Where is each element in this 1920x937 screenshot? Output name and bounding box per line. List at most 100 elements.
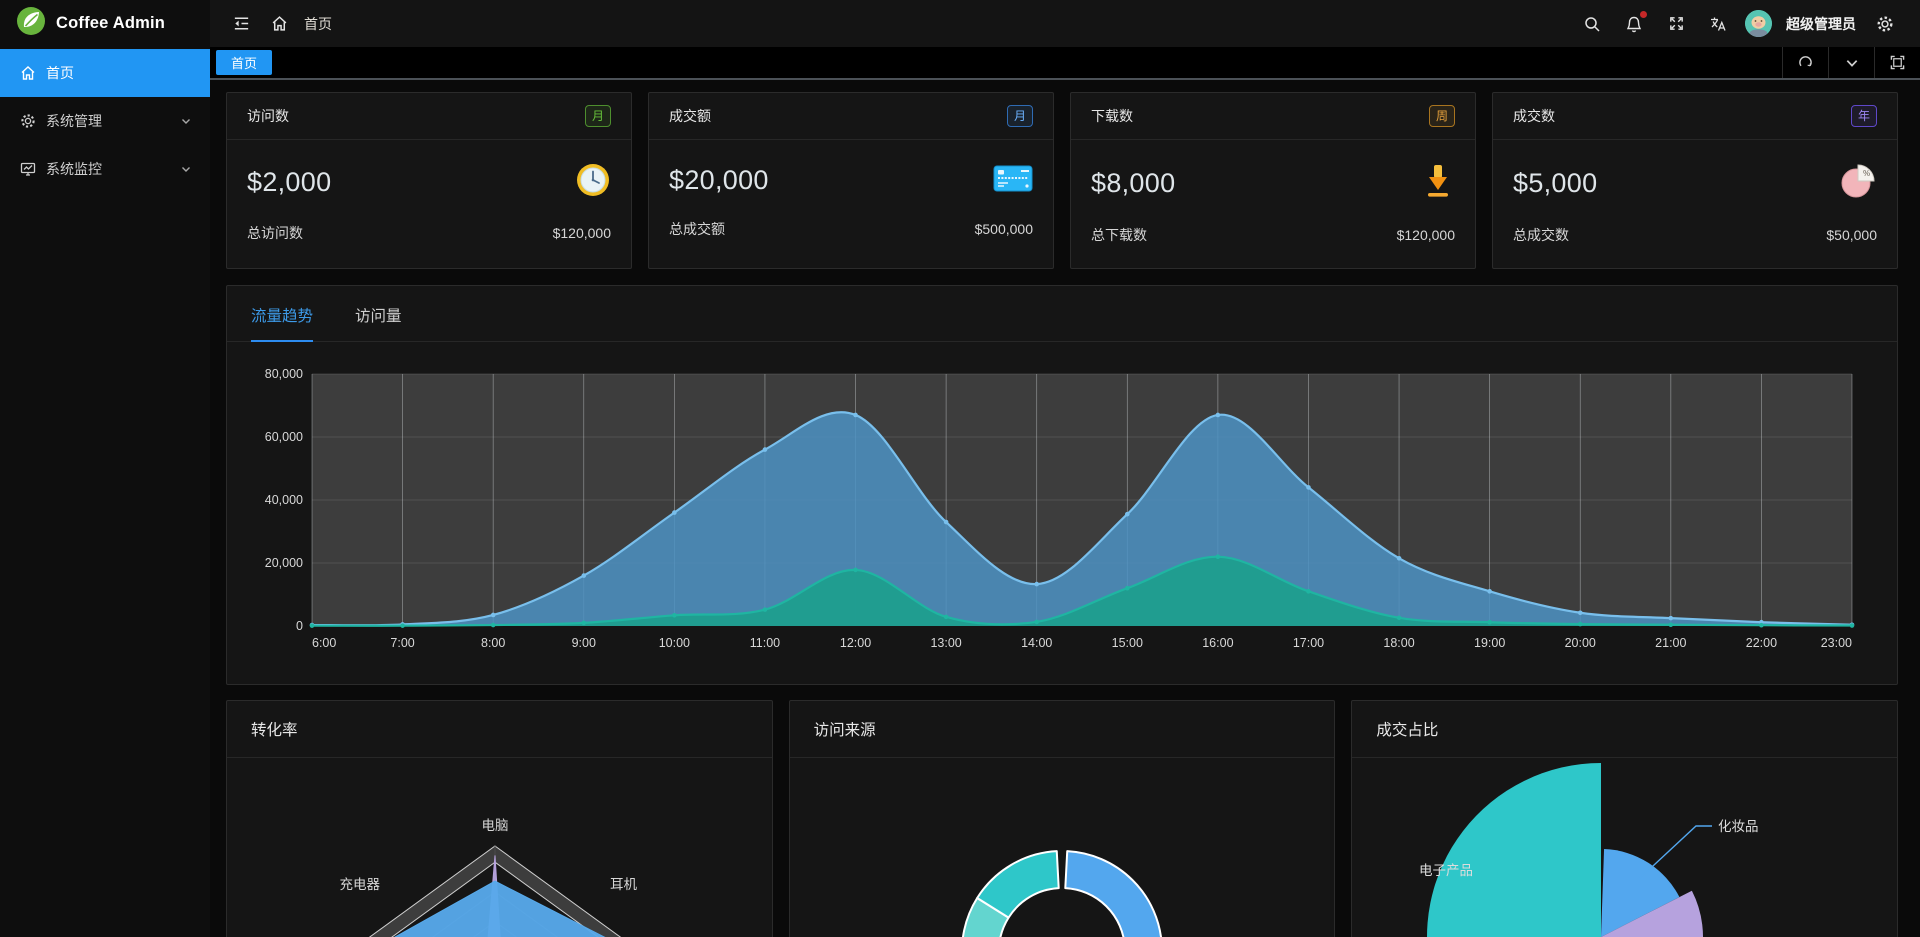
svg-text:电子产品: 电子产品	[1419, 863, 1473, 878]
svg-text:6:00: 6:00	[312, 636, 336, 650]
stat-footer-value: $120,000	[552, 225, 611, 241]
monitor-icon	[20, 162, 36, 176]
dashboard-content: 访问数 月 $2,000	[210, 80, 1920, 937]
chevron-down-icon	[182, 119, 190, 124]
visit-source-donut-chart	[790, 758, 1335, 937]
svg-text:15:00: 15:00	[1112, 636, 1143, 650]
conversion-radar-chart: 电脑耳机 充电器	[227, 758, 772, 937]
stat-card-downloads: 下载数 周 $8,000	[1070, 92, 1476, 269]
trend-tabs: 流量趋势 访问量	[227, 286, 1897, 342]
svg-text:20:00: 20:00	[1565, 636, 1596, 650]
main-column: 首页	[210, 0, 1920, 937]
svg-text:17:00: 17:00	[1293, 636, 1324, 650]
period-badge: 月	[584, 105, 611, 127]
sidebar-item-home[interactable]: 首页	[0, 49, 210, 97]
svg-text:18:00: 18:00	[1383, 636, 1414, 650]
tab-traffic-trend[interactable]: 流量趋势	[251, 304, 314, 342]
breadcrumb-home-icon[interactable]	[264, 9, 294, 39]
notification-dot	[1640, 10, 1647, 18]
stat-title: 访问数	[247, 108, 289, 124]
tab-home[interactable]: 首页	[216, 50, 273, 75]
tabbar: 首页	[210, 47, 1920, 80]
brand-name: Coffee Admin	[56, 14, 166, 32]
gear-icon	[21, 114, 35, 128]
svg-text:40,000: 40,000	[265, 493, 303, 507]
card-title: 转化率	[227, 701, 772, 758]
stat-footer-value: $500,000	[974, 221, 1033, 237]
card-title: 访问来源	[789, 701, 1335, 758]
translate-icon[interactable]	[1703, 9, 1733, 39]
svg-text:11:00: 11:00	[750, 636, 780, 650]
fullscreen-icon[interactable]	[1661, 9, 1691, 39]
sidebar-item-label: 系统管理	[46, 113, 102, 129]
sidebar-item-label: 系统监控	[46, 161, 102, 177]
svg-text:充电器: 充电器	[340, 877, 381, 892]
period-badge: 年	[1850, 105, 1877, 127]
tab-visit-volume[interactable]: 访问量	[355, 308, 402, 325]
svg-text:16:00: 16:00	[1202, 636, 1233, 650]
settings-icon[interactable]	[1870, 9, 1900, 39]
svg-text:14:00: 14:00	[1021, 636, 1052, 650]
svg-text:21:00: 21:00	[1655, 636, 1686, 650]
avatar[interactable]	[1745, 10, 1772, 37]
stat-footer-label: 总下载数	[1091, 227, 1147, 243]
stat-card-deals: 成交数 年 $5,000 %	[1492, 92, 1898, 269]
maximize-icon[interactable]	[1874, 47, 1920, 78]
svg-text:化妆品: 化妆品	[1718, 819, 1759, 834]
sidebar-item-system-monitor[interactable]: 系统监控	[0, 145, 210, 193]
bell-icon[interactable]	[1619, 9, 1649, 39]
svg-text:23:00: 23:00	[1821, 636, 1852, 650]
traffic-area-chart: 0 20,000 40,000 60,000 80,000 6:00 7:00 8:00 9:0…	[227, 342, 1897, 684]
svg-text:80,000: 80,000	[265, 367, 303, 381]
stat-title: 成交数	[1513, 108, 1555, 124]
svg-text:0: 0	[296, 619, 303, 633]
svg-text:8:00: 8:00	[481, 636, 505, 650]
username[interactable]: 超级管理员	[1786, 15, 1856, 32]
stat-card-visits: 访问数 月 $2,000	[226, 92, 632, 269]
svg-text:19:00: 19:00	[1474, 636, 1505, 650]
period-badge: 月	[1006, 105, 1033, 127]
period-badge: 周	[1428, 105, 1455, 127]
stat-title: 下载数	[1091, 108, 1133, 124]
stat-value: $5,000	[1513, 168, 1598, 198]
stat-footer-label: 总成交数	[1513, 227, 1569, 243]
svg-text:13:00: 13:00	[930, 636, 961, 650]
menu-fold-icon[interactable]	[226, 9, 256, 39]
stat-value: $20,000	[669, 165, 769, 195]
conversion-rate-card: 转化率 电脑耳机 充电器	[226, 700, 773, 937]
deal-share-pie-chart: 电子产品 化妆品	[1352, 758, 1897, 937]
svg-text:7:00: 7:00	[390, 636, 414, 650]
sidebar-item-system-admin[interactable]: 系统管理	[0, 97, 210, 145]
tabbar-controls	[1782, 47, 1920, 78]
brand: Coffee Admin	[0, 0, 210, 47]
refresh-icon[interactable]	[1782, 47, 1828, 78]
svg-text:电脑: 电脑	[482, 818, 509, 833]
svg-text:12:00: 12:00	[840, 636, 871, 650]
chevron-down-icon[interactable]	[1828, 47, 1874, 78]
topbar-actions: 超级管理员	[1577, 9, 1900, 39]
stat-title: 成交额	[669, 108, 711, 124]
stat-footer-label: 总成交额	[669, 221, 725, 237]
svg-text:10:00: 10:00	[659, 636, 690, 650]
stat-footer-value: $120,000	[1396, 227, 1455, 243]
svg-text:耳机: 耳机	[610, 877, 638, 892]
sidebar-menu: 首页 系统管理 系统监控	[0, 49, 210, 193]
stat-footer-value: $50,000	[1826, 227, 1877, 243]
stat-card-row: 访问数 月 $2,000	[226, 92, 1898, 269]
pie-icon: %	[1839, 162, 1877, 205]
credit-card-icon	[993, 162, 1033, 199]
breadcrumb[interactable]: 首页	[304, 15, 332, 32]
clock-icon	[575, 162, 611, 203]
leaf-logo	[16, 6, 46, 41]
sidebar: Coffee Admin 首页 系统管理	[0, 0, 210, 937]
chevron-down-icon	[182, 167, 190, 172]
svg-text:%: %	[1863, 169, 1870, 178]
visit-source-card: 访问来源	[788, 700, 1336, 937]
sidebar-item-label: 首页	[46, 65, 74, 81]
search-icon[interactable]	[1577, 9, 1607, 39]
svg-text:60,000: 60,000	[265, 430, 303, 444]
home-icon	[21, 66, 35, 80]
stat-value: $8,000	[1091, 168, 1176, 198]
topbar: 首页	[210, 0, 1920, 47]
